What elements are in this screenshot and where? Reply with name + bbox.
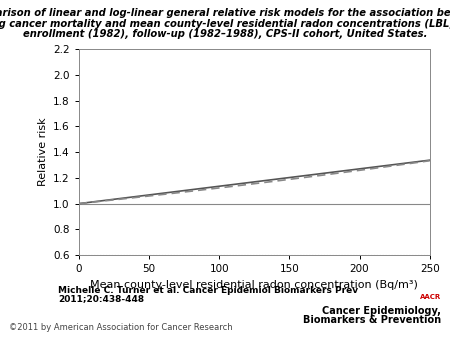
Text: Comparison of linear and log-linear general relative risk models for the associa: Comparison of linear and log-linear gene…	[0, 8, 450, 19]
Text: lung cancer mortality and mean county-level residential radon concentrations (LB: lung cancer mortality and mean county-le…	[0, 19, 450, 29]
Text: 2011;20:438-448: 2011;20:438-448	[58, 294, 144, 303]
Y-axis label: Relative risk: Relative risk	[37, 118, 48, 187]
Text: AACR: AACR	[420, 294, 441, 300]
X-axis label: Mean county-level residential radon concentration (Bq/m³): Mean county-level residential radon conc…	[90, 280, 418, 290]
Text: Cancer Epidemiology,: Cancer Epidemiology,	[322, 306, 441, 316]
Text: Biomarkers & Prevention: Biomarkers & Prevention	[303, 315, 441, 325]
Text: ©2011 by American Association for Cancer Research: ©2011 by American Association for Cancer…	[9, 323, 233, 332]
Text: enrollment (1982), follow-up (1982–1988), CPS-II cohort, United States.: enrollment (1982), follow-up (1982–1988)…	[23, 29, 427, 39]
Text: Michelle C. Turner et al. Cancer Epidemiol Biomarkers Prev: Michelle C. Turner et al. Cancer Epidemi…	[58, 286, 359, 295]
